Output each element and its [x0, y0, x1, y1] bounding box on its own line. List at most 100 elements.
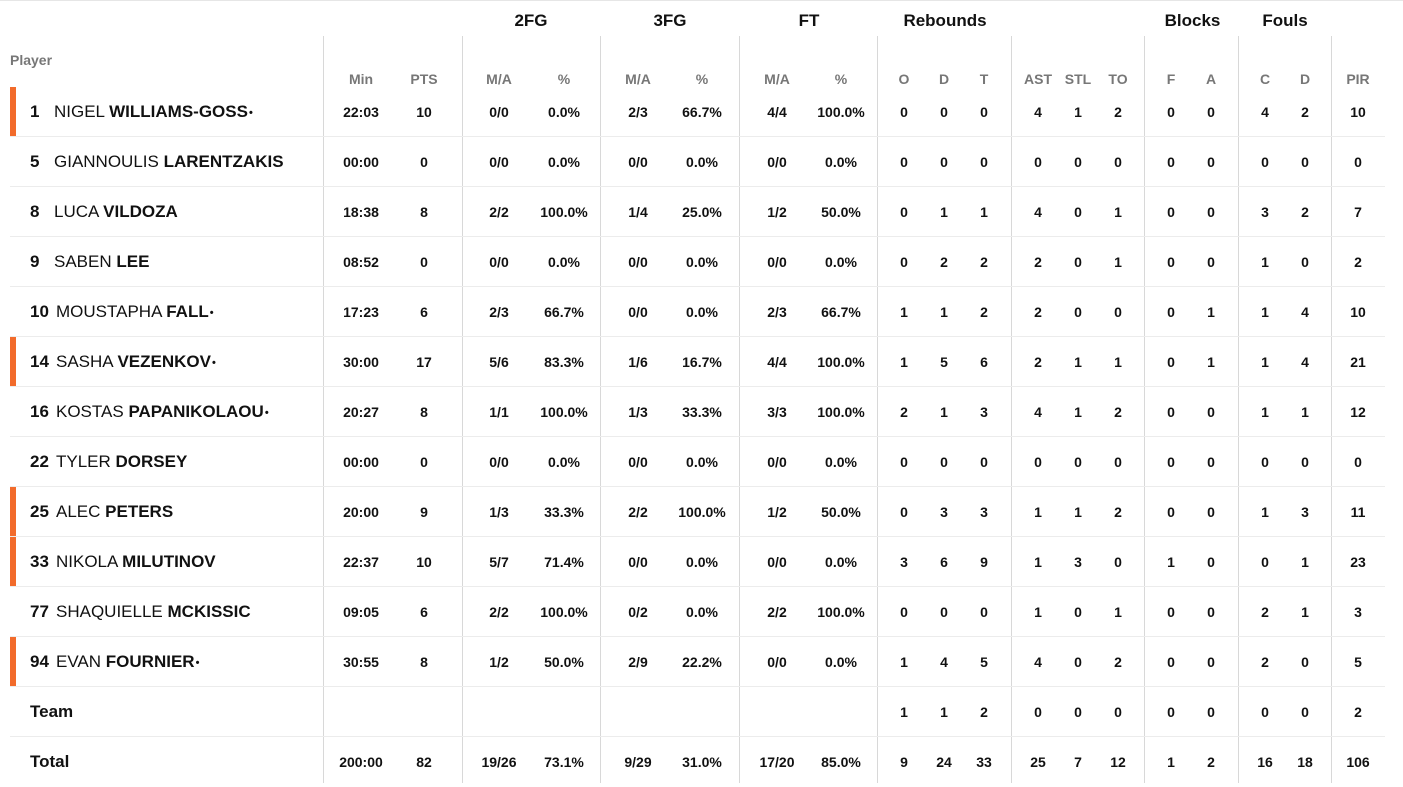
row-divider [10, 136, 1385, 137]
stat-cell: 0 [420, 454, 428, 470]
player-row[interactable]: 14 SASHA VEZENKOV• 30:00 17 5/6 83.3% 1/6 16.7%… [0, 337, 1403, 387]
total-label: Total [30, 752, 70, 771]
player-row[interactable]: 1 NIGEL WILLIAMS-GOSS• 22:03 10 0/0 0.0% 2/3 66… [0, 87, 1403, 137]
column-header[interactable]: AST [1024, 71, 1052, 87]
player-row[interactable]: 33 NIKOLA MILUTINOV 22:37 10 5/7 71.4% 0/0 0.0%… [0, 537, 1403, 587]
stat-cell: 0.0% [548, 104, 580, 120]
column-header[interactable]: M/A [764, 71, 790, 87]
stat-cell: 1 [980, 204, 988, 220]
stat-cell: 18:38 [343, 204, 379, 220]
stat-cell: 0/0 [628, 304, 648, 320]
player-name-link[interactable]: SABEN LEE [54, 237, 149, 287]
stat-cell: 0 [1074, 154, 1082, 170]
stat-cell: 0 [1167, 654, 1175, 670]
player-name-link[interactable]: KOSTAS PAPANIKOLAOU• [56, 387, 269, 437]
player-row[interactable]: 94 EVAN FOURNIER• 30:55 8 1/2 50.0% 2/9 22.2% 0/… [0, 637, 1403, 687]
column-header[interactable]: D [938, 71, 950, 87]
column-header[interactable]: % [557, 71, 571, 87]
stat-cell: 50.0% [821, 204, 861, 220]
player-row[interactable]: 5 GIANNOULIS LARENTZAKIS 00:00 0 0/0 0.0% 0/0 0… [0, 137, 1403, 187]
stat-cell: 1 [900, 704, 908, 720]
player-row[interactable]: 16 KOSTAS PAPANIKOLAOU• 20:27 8 1/1 100.0% 1/3… [0, 387, 1403, 437]
group-header: 3FG [653, 11, 687, 30]
player-name-link[interactable]: ALEC PETERS [56, 487, 173, 537]
stat-cell: 1 [1261, 254, 1269, 270]
player-first-name: ALEC [56, 502, 101, 521]
stat-cell: 09:05 [343, 604, 379, 620]
player-row[interactable]: 8 LUCA VILDOZA 18:38 8 2/2 100.0% 1/4 25.0% 1/2 5… [0, 187, 1403, 237]
stat-cell: 8 [420, 404, 428, 420]
stat-cell: 66.7% [821, 304, 861, 320]
stat-cell: 21 [1350, 354, 1366, 370]
stat-cell: 0 [1167, 454, 1175, 470]
player-name-link[interactable]: GIANNOULIS LARENTZAKIS [54, 137, 284, 187]
stat-cell: 0 [1167, 404, 1175, 420]
stat-cell: 2 [1034, 254, 1042, 270]
player-number: 94 [30, 652, 49, 671]
stat-cell: 1/6 [628, 354, 648, 370]
stat-cell: 1 [940, 404, 948, 420]
player-name-link[interactable]: NIKOLA MILUTINOV [56, 537, 216, 587]
column-header[interactable]: % [695, 71, 709, 87]
player-last-name: DORSEY [115, 452, 188, 471]
player-row[interactable]: 25 ALEC PETERS 20:00 9 1/3 33.3% 2/2 100.0% 1/2 5… [0, 487, 1403, 537]
stat-cell: 106 [1346, 754, 1370, 770]
stat-cell: 6 [420, 304, 428, 320]
stat-cell: 0 [1167, 104, 1175, 120]
top-border [0, 0, 1403, 1]
player-name-link[interactable]: SASHA VEZENKOV• [56, 337, 216, 387]
player-first-name: NIGEL [54, 102, 105, 121]
stat-cell: 100.0% [540, 404, 588, 420]
stat-cell: 0 [1074, 654, 1082, 670]
column-header[interactable]: O [898, 71, 910, 87]
player-name-link[interactable]: TYLER DORSEY [56, 437, 187, 487]
column-header[interactable]: TO [1108, 71, 1128, 87]
column-divider [877, 36, 878, 783]
stat-cell: 4 [1261, 104, 1269, 120]
column-header[interactable]: M/A [486, 71, 512, 87]
player-row[interactable]: 9 SABEN LEE 08:52 0 0/0 0.0% 0/0 0.0% 0/0 0.0% 0 2 2… [0, 237, 1403, 287]
column-header[interactable]: F [1166, 71, 1176, 87]
player-number: 5 [30, 152, 40, 171]
column-header[interactable]: M/A [625, 71, 651, 87]
stat-cell: 0/0 [628, 254, 648, 270]
column-header[interactable]: PIR [1346, 71, 1370, 87]
stat-cell: 0.0% [686, 254, 718, 270]
stat-cell: 0 [1074, 454, 1082, 470]
stat-cell: 2 [980, 704, 988, 720]
stat-cell: 0 [1167, 704, 1175, 720]
column-header[interactable]: Min [348, 71, 374, 87]
stat-cell: 8 [420, 654, 428, 670]
column-header[interactable]: STL [1064, 71, 1092, 87]
stat-cell: 0 [900, 504, 908, 520]
stat-cell: 19/26 [481, 754, 517, 770]
stat-cell: 1 [940, 304, 948, 320]
player-name-link[interactable]: NIGEL WILLIAMS-GOSS• [54, 87, 253, 137]
stat-cell: 0/0 [489, 454, 509, 470]
column-header[interactable]: A [1205, 71, 1217, 87]
stat-cell: 33 [976, 754, 992, 770]
player-name-link[interactable]: EVAN FOURNIER• [56, 637, 199, 687]
column-header[interactable]: % [834, 71, 848, 87]
stat-cell: 1 [900, 654, 908, 670]
stat-cell: 100.0% [817, 404, 865, 420]
column-header[interactable]: PTS [410, 71, 438, 87]
stat-cell: 71.4% [544, 554, 584, 570]
stat-cell: 0 [1261, 554, 1269, 570]
column-header[interactable]: C [1259, 71, 1271, 87]
player-row[interactable]: 10 MOUSTAPHA FALL• 17:23 6 2/3 66.7% 0/0 0.0% 2/… [0, 287, 1403, 337]
column-header[interactable]: D [1299, 71, 1311, 87]
player-name-link[interactable]: SHAQUIELLE MCKISSIC [56, 587, 251, 637]
stat-cell: 0 [1207, 254, 1215, 270]
player-name-link[interactable]: MOUSTAPHA FALL• [56, 287, 214, 337]
stat-cell: 0 [1167, 604, 1175, 620]
player-row[interactable]: 22 TYLER DORSEY 00:00 0 0/0 0.0% 0/0 0.0% 0/0 0.0… [0, 437, 1403, 487]
player-name-link[interactable]: LUCA VILDOZA [54, 187, 178, 237]
stat-cell: 0 [1207, 404, 1215, 420]
player-row[interactable]: 77 SHAQUIELLE MCKISSIC 09:05 6 2/2 100.0% 0/2 0… [0, 587, 1403, 637]
stat-cell: 25 [1030, 754, 1046, 770]
column-header[interactable]: T [979, 71, 989, 87]
stat-cell: 0 [1207, 204, 1215, 220]
stat-cell: 2 [1114, 104, 1122, 120]
stat-cell [469, 687, 529, 737]
